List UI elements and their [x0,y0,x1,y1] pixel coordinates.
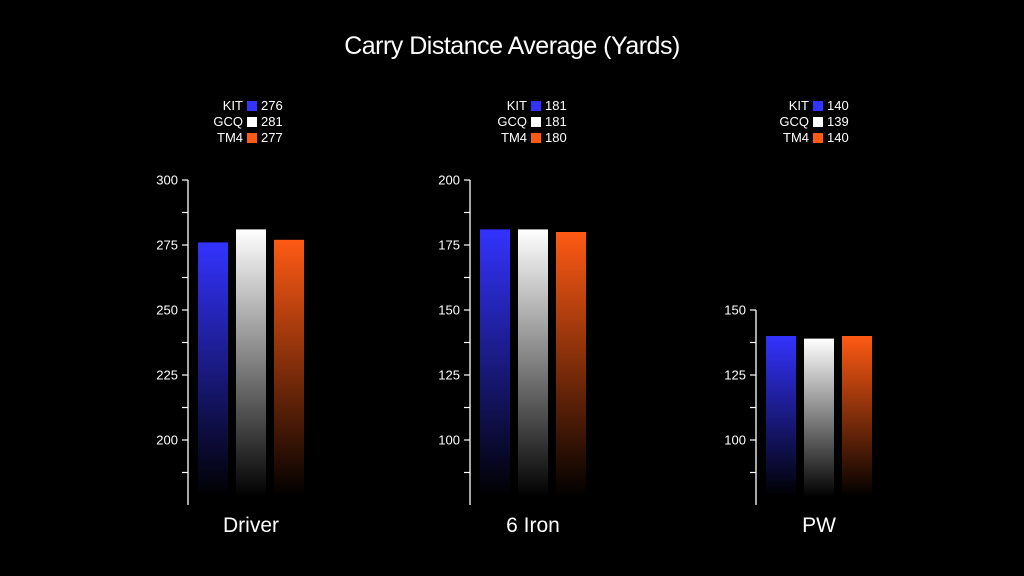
legend-value: 281 [261,114,283,129]
legend-swatch [813,101,823,111]
legend-value: 181 [545,98,567,113]
y-tick-label: 150 [724,303,746,318]
y-tick-label: 125 [438,368,460,383]
legend-series-name: TM4 [217,130,243,145]
legend: KIT 140 GCQ 139 TM4 140 [779,98,853,146]
legend-swatch [247,133,257,143]
legend-item: TM4 140 [779,130,853,146]
bar-kit-6-iron [480,229,510,497]
y-tick-label: 200 [156,433,178,448]
chart-title: Carry Distance Average (Yards) [344,32,680,60]
y-tick-label: 150 [438,303,460,318]
y-tick-label: 100 [438,433,460,448]
legend-swatch [531,133,541,143]
bar-tm4-6-iron [556,232,586,497]
legend-item: KIT 276 [213,98,287,114]
category-label: 6 Iron [506,514,560,537]
bar-gcq-pw [804,338,834,497]
legend-swatch [247,101,257,111]
bar-gcq-6-iron [518,229,548,497]
y-tick-label: 275 [156,238,178,253]
legend-item: GCQ 181 [497,114,571,130]
legend: KIT 181 GCQ 181 TM4 180 [497,98,571,146]
bar-kit-pw [766,336,796,497]
legend-item: KIT 181 [497,98,571,114]
y-tick-label: 125 [724,368,746,383]
legend-value: 276 [261,98,283,113]
y-tick-label: 100 [724,433,746,448]
legend-item: TM4 277 [213,130,287,146]
legend-series-name: KIT [788,98,809,113]
bar-tm4-driver [274,239,304,498]
legend-item: KIT 140 [779,98,853,114]
legend-value: 181 [545,114,567,129]
y-tick-label: 225 [156,368,178,383]
legend: KIT 276 GCQ 281 TM4 277 [213,98,287,146]
category-label: PW [802,514,836,537]
legend-series-name: GCQ [779,114,809,129]
bar-kit-driver [198,242,228,497]
legend-series-name: TM4 [501,130,527,145]
legend-series-name: GCQ [213,114,243,129]
legend-series-name: GCQ [497,114,527,129]
y-tick-label: 250 [156,303,178,318]
legend-value: 140 [827,98,849,113]
category-label: Driver [223,514,279,537]
bar-tm4-pw [842,336,872,497]
legend-value: 139 [827,114,849,129]
legend-value: 140 [827,130,849,145]
y-tick-label: 200 [438,173,460,188]
y-tick-label: 175 [438,238,460,253]
legend-series-name: KIT [506,98,527,113]
legend-value: 180 [545,130,567,145]
legend-item: GCQ 139 [779,114,853,130]
y-tick-label: 300 [156,173,178,188]
legend-swatch [813,133,823,143]
legend-swatch [531,117,541,127]
bar-gcq-driver [236,229,266,497]
legend-value: 277 [261,130,283,145]
legend-swatch [813,117,823,127]
legend-item: TM4 180 [497,130,571,146]
legend-swatch [531,101,541,111]
legend-item: GCQ 281 [213,114,287,130]
legend-series-name: TM4 [783,130,809,145]
legend-series-name: KIT [222,98,243,113]
legend-swatch [247,117,257,127]
